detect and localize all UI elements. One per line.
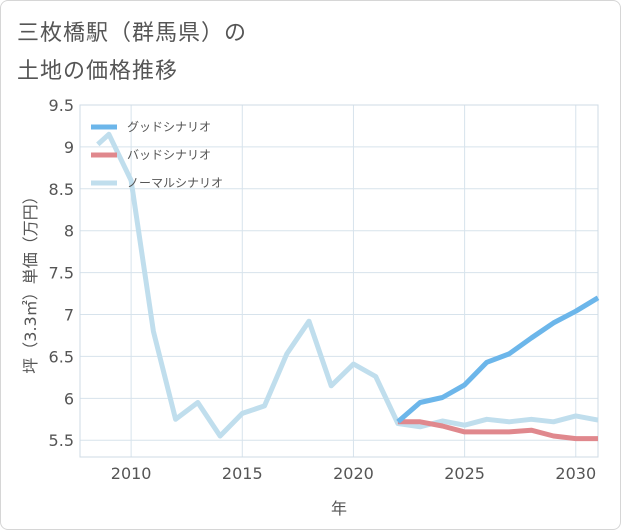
x-tick-label: 2010 bbox=[111, 464, 152, 483]
series-lines bbox=[96, 131, 600, 442]
x-axis-label: 年 bbox=[331, 499, 347, 518]
y-tick-label: 8 bbox=[64, 222, 74, 241]
chart-title-line1: 三枚橋駅（群馬県）の bbox=[17, 21, 248, 46]
y-tick-label: 9.5 bbox=[49, 96, 74, 115]
y-tick-label: 5.5 bbox=[49, 431, 74, 450]
grid bbox=[80, 104, 598, 457]
y-tick-label: 6 bbox=[64, 389, 74, 408]
y-tick-label: 7.5 bbox=[49, 264, 74, 283]
y-tick-label: 6.5 bbox=[49, 347, 74, 366]
series-line-0 bbox=[396, 295, 600, 424]
y-axis-label: 坪（3.3㎡）単価（万円） bbox=[21, 188, 40, 373]
series-line-1 bbox=[397, 419, 598, 442]
x-tick-labels: 2010 2015 2020 2025 2030 bbox=[111, 464, 596, 483]
x-tick-label: 2025 bbox=[444, 464, 485, 483]
y-tick-label: 9 bbox=[64, 138, 74, 157]
series-line-2 bbox=[96, 131, 599, 439]
x-tick-label: 2030 bbox=[555, 464, 596, 483]
y-tick-label: 7 bbox=[64, 306, 74, 325]
plot-frame bbox=[79, 104, 599, 458]
x-tick-label: 2015 bbox=[222, 464, 263, 483]
y-tick-labels: 5.5 6 6.5 7 7.5 8 8.5 9 9.5 bbox=[49, 96, 74, 450]
legend-label: グッドシナリオ bbox=[127, 120, 211, 134]
y-tick-label: 8.5 bbox=[49, 180, 74, 199]
legend-label: ノーマルシナリオ bbox=[127, 176, 223, 190]
chart-title-line2: 土地の価格推移 bbox=[17, 59, 179, 84]
x-tick-label: 2020 bbox=[333, 464, 374, 483]
legend-label: バッドシナリオ bbox=[127, 148, 211, 162]
